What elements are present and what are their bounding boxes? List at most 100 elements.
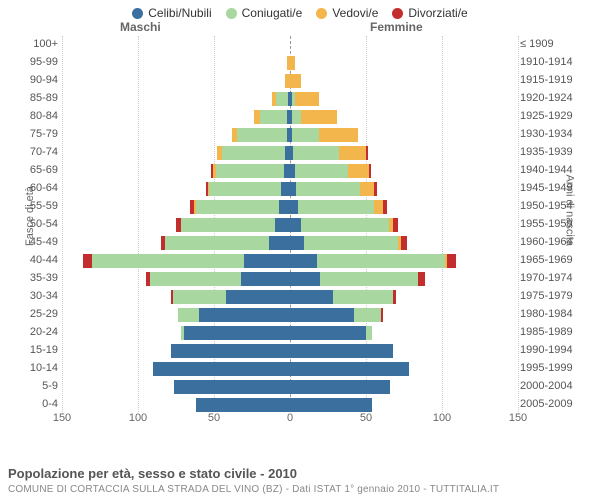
legend-swatch	[226, 8, 237, 19]
gender-headers: Maschi Femmine	[0, 20, 600, 36]
bar-segment	[279, 200, 290, 214]
age-row: 55-591950-1954	[20, 198, 580, 216]
chart-title: Popolazione per età, sesso e stato civil…	[8, 466, 592, 483]
bar-segment	[196, 200, 280, 214]
bar-segment	[222, 146, 286, 160]
female-bar	[290, 254, 456, 268]
female-bar	[290, 146, 368, 160]
bar-segment	[290, 290, 333, 304]
age-row: 20-241985-1989	[20, 324, 580, 342]
bar-segment	[447, 254, 456, 268]
female-bar	[290, 308, 383, 322]
population-pyramid: Celibi/Nubili Coniugati/e Vedovi/e Divorzia…	[0, 0, 600, 500]
bar-segment	[393, 218, 398, 232]
bar-segment	[150, 272, 241, 286]
bar-segment	[244, 254, 290, 268]
male-bar	[176, 218, 290, 232]
age-row: 5-92000-2004	[20, 378, 580, 396]
bar-segment	[292, 110, 301, 124]
legend-label: Coniugati/e	[242, 6, 303, 20]
bar-segment	[241, 272, 290, 286]
age-row: 30-341975-1979	[20, 288, 580, 306]
bar-segment	[295, 92, 319, 106]
legend-item: Vedovi/e	[316, 6, 378, 20]
bar-segment	[290, 326, 366, 340]
header-male: Maschi	[120, 20, 161, 34]
male-bar	[171, 344, 290, 358]
age-row: 100+≤ 1909	[20, 36, 580, 54]
bar-segment	[320, 272, 417, 286]
age-row: 10-141995-1999	[20, 360, 580, 378]
birth-year-label: 1925-1929	[520, 110, 580, 122]
age-row: 75-79 1930-1934	[20, 126, 580, 144]
birth-year-label: 1970-1974	[520, 272, 580, 284]
male-bar	[232, 128, 290, 142]
birth-year-label: 1915-1919	[520, 74, 580, 86]
female-bar	[290, 200, 387, 214]
bar-segment	[304, 236, 398, 250]
bar-segment	[260, 110, 287, 124]
male-bar	[190, 200, 290, 214]
birth-year-label: 1955-1959	[520, 218, 580, 230]
birth-year-label: 1930-1934	[520, 128, 580, 140]
legend-label: Vedovi/e	[332, 6, 378, 20]
age-row: 70-741935-1939	[20, 144, 580, 162]
age-row: 80-841925-1929	[20, 108, 580, 126]
bar-segment	[290, 344, 393, 358]
bar-segment	[290, 200, 298, 214]
bar-segment	[374, 182, 377, 196]
age-row: 65-691940-1944	[20, 162, 580, 180]
birth-year-label: 2000-2004	[520, 380, 580, 392]
birth-year-label: 1990-1994	[520, 344, 580, 356]
bar-segment	[275, 218, 290, 232]
bar-segment	[290, 236, 304, 250]
age-row: 85-891920-1924	[20, 90, 580, 108]
legend-item: Divorziati/e	[392, 6, 467, 20]
legend-label: Celibi/Nubili	[148, 6, 211, 20]
bar-segment	[290, 272, 320, 286]
female-bar	[290, 164, 371, 178]
bar-segment	[298, 200, 374, 214]
birth-year-label: 1985-1989	[520, 326, 580, 338]
male-bar	[153, 362, 290, 376]
male-bar	[196, 398, 290, 412]
bar-segment	[290, 380, 390, 394]
male-bar	[211, 164, 290, 178]
legend-item: Coniugati/e	[226, 6, 303, 20]
age-label: 0-4	[20, 398, 58, 410]
age-label: 50-54	[20, 218, 58, 230]
age-row: 35-391970-1974	[20, 270, 580, 288]
age-row: 60-641945-1949	[20, 180, 580, 198]
male-bar	[217, 146, 290, 160]
female-bar	[290, 362, 409, 376]
birth-year-label: 1950-1954	[520, 200, 580, 212]
bar-segment	[317, 254, 445, 268]
bar-segment	[295, 164, 348, 178]
age-row: 40-441965-1969	[20, 252, 580, 270]
age-row: 50-54 1955-1959	[20, 216, 580, 234]
bar-segment	[366, 326, 372, 340]
bar-segment	[333, 290, 394, 304]
female-bar	[290, 110, 337, 124]
bar-segment	[173, 290, 226, 304]
birth-year-label: 1920-1924	[520, 92, 580, 104]
age-label: 100+	[20, 38, 58, 50]
bar-segment	[290, 398, 372, 412]
bar-segment	[226, 290, 290, 304]
male-bar	[181, 326, 290, 340]
male-bar	[178, 308, 290, 322]
age-label: 75-79	[20, 128, 58, 140]
bar-segment	[301, 218, 389, 232]
female-bar	[290, 182, 377, 196]
bar-segment	[360, 182, 374, 196]
female-bar	[290, 326, 372, 340]
birth-year-label: 1980-1984	[520, 308, 580, 320]
age-label: 30-34	[20, 290, 58, 302]
bar-segment	[319, 128, 359, 142]
legend-item: Celibi/Nubili	[132, 6, 211, 20]
legend-swatch	[316, 8, 327, 19]
bar-segment	[281, 182, 290, 196]
legend-label: Divorziati/e	[408, 6, 467, 20]
bar-segment	[199, 308, 290, 322]
bar-segment	[290, 74, 301, 88]
